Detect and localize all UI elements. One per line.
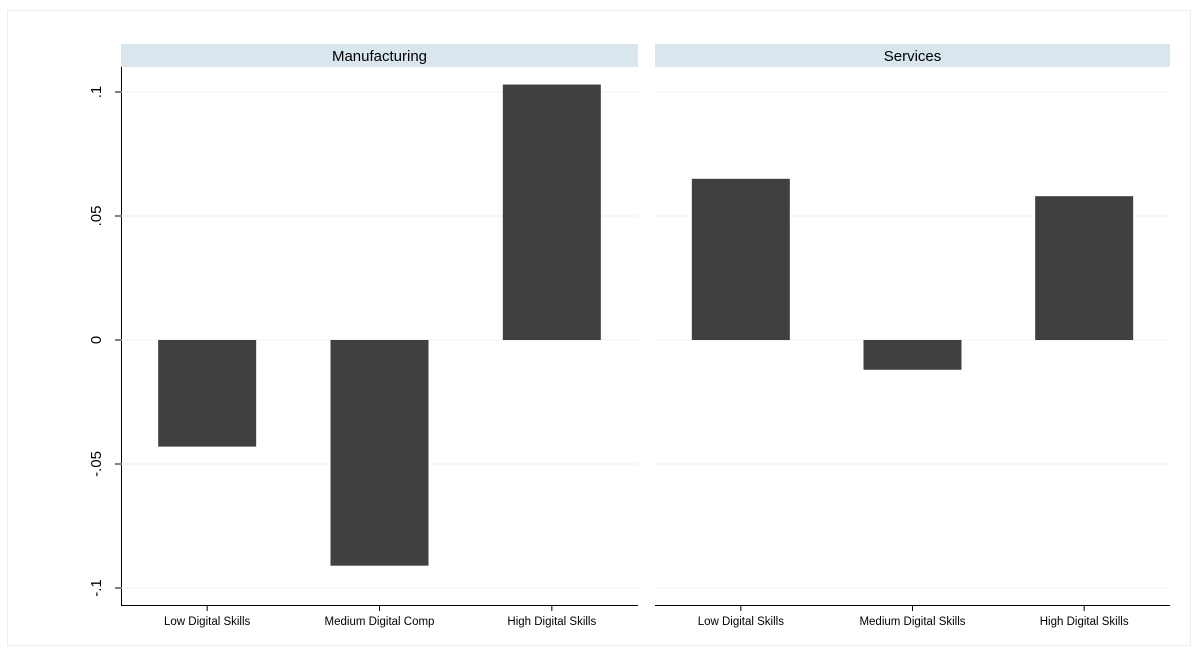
bar [502,84,601,340]
facet-header-manufacturing [121,44,638,67]
x-ticks-services [740,605,1085,611]
facet-header-services [655,44,1170,67]
x-labels-services: Low Digital Skills Medium Digital Skills H… [698,616,1129,628]
x-tick-label: Medium Digital Skills [859,616,965,628]
x-tick-label: High Digital Skills [507,616,596,628]
x-labels-manufacturing: Low Digital Skills Medium Digital Comp Hig… [164,616,596,628]
bars-manufacturing [158,84,601,566]
y-ticks: -.1 -.05 0 .05 .1 [88,86,121,597]
x-tick-label: Low Digital Skills [698,616,785,628]
x-tick-label: High Digital Skills [1040,616,1129,628]
bar [158,340,257,447]
bar [691,178,790,340]
x-tick-label: Medium Digital Comp [325,616,435,628]
bar [863,340,962,370]
x-tick-label: Low Digital Skills [164,616,251,628]
y-tick-label: -.1 [88,579,105,597]
facet-title-services: Services [884,48,942,65]
x-ticks-manufacturing [206,605,553,611]
y-tick-label: -.05 [88,451,105,477]
y-axis: -.1 -.05 0 .05 .1 [88,67,122,605]
bar [1035,196,1134,340]
bar [330,340,429,566]
panel-manufacturing: Manufacturing Low Digital Skills Medium D… [121,44,638,628]
y-tick-label: .05 [88,206,105,227]
y-tick-label: 0 [88,336,105,344]
y-tick-label: .1 [88,86,105,99]
bars-services [691,178,1134,370]
panel-services: Services Low Digital Skills Medium Digita… [655,44,1170,628]
facet-title-manufacturing: Manufacturing [332,48,427,65]
